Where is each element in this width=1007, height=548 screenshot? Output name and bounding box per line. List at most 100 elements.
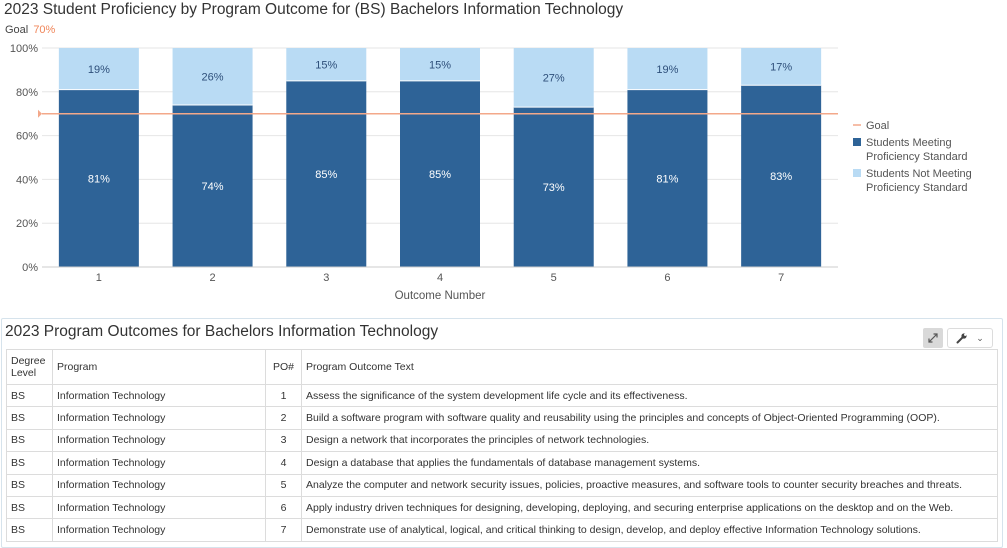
- y-tick-label: 20%: [16, 218, 38, 230]
- wrench-icon: [956, 333, 967, 344]
- cell-outcome-text: Apply industry driven techniques for des…: [301, 495, 998, 520]
- data-label-meeting: 85%: [315, 169, 337, 181]
- outcomes-table-panel: 2023 Program Outcomes for Bachelors Info…: [1, 318, 1003, 548]
- legend-meeting-label: Proficiency Standard: [866, 151, 968, 163]
- bar-not-meeting: [741, 48, 822, 86]
- y-tick-label: 100%: [10, 43, 38, 55]
- bar-meeting: [741, 85, 822, 267]
- legend-meeting-label: Students Meeting: [866, 137, 952, 149]
- goal-caption-value: 70%: [33, 24, 56, 36]
- x-tick-label: 4: [437, 272, 443, 284]
- cell-outcome-text: Design a network that incorporates the p…: [301, 428, 998, 453]
- table-row: BS Information Technology 2 Build a soft…: [6, 406, 998, 430]
- data-label-not-meeting: 15%: [315, 59, 337, 71]
- cell-degree: BS: [6, 495, 53, 520]
- table-row: BS Information Technology 4 Design a dat…: [6, 451, 998, 475]
- col-header-po[interactable]: PO#: [265, 349, 302, 385]
- proficiency-chart: 0% 20% 40% 60% 80% 100% 81% 19% 1 74% 26% 2 85% 15% 3 8…: [10, 43, 972, 302]
- x-tick-label: 2: [210, 272, 216, 284]
- data-label-meeting: 83%: [770, 171, 792, 183]
- col-header-degree-line1: Degree: [11, 355, 46, 367]
- cell-program: Information Technology: [52, 383, 266, 408]
- legend-not-meeting-label: Students Not Meeting: [866, 168, 972, 180]
- bar-meeting: [58, 89, 139, 267]
- cell-po: 3: [265, 428, 302, 453]
- cell-program: Information Technology: [52, 451, 266, 475]
- cell-degree: BS: [6, 518, 53, 542]
- col-header-program[interactable]: Program: [52, 349, 266, 385]
- chevron-down-icon: ⌄: [976, 332, 984, 343]
- cell-po: 4: [265, 451, 302, 475]
- table-header-row: Degree Level Program PO# Program Outcome…: [6, 349, 998, 385]
- x-tick-label: 3: [323, 272, 329, 284]
- bar-meeting: [627, 89, 708, 267]
- data-label-meeting: 85%: [429, 169, 451, 181]
- expand-button[interactable]: [923, 328, 943, 348]
- cell-program: Information Technology: [52, 473, 266, 497]
- cell-program: Information Technology: [52, 406, 266, 430]
- y-tick-label: 80%: [16, 87, 38, 99]
- cell-outcome-text: Assess the significance of the system de…: [301, 383, 998, 408]
- table-row: BS Information Technology 3 Design a net…: [6, 428, 998, 453]
- table-row: BS Information Technology 1 Assess the s…: [6, 383, 998, 408]
- outcomes-table: Degree Level Program PO# Program Outcome…: [6, 349, 998, 542]
- settings-menu-button[interactable]: ⌄: [947, 328, 993, 348]
- cell-degree: BS: [6, 383, 53, 408]
- col-header-outcome-text[interactable]: Program Outcome Text: [301, 349, 998, 385]
- cell-degree: BS: [6, 428, 53, 453]
- cell-outcome-text: Build a software program with software q…: [301, 406, 998, 430]
- col-header-degree-line2: Level: [11, 367, 37, 379]
- cell-po: 6: [265, 495, 302, 520]
- bar-not-meeting: [627, 48, 708, 90]
- x-tick-label: 6: [664, 272, 670, 284]
- goal-caption: Goal 70%: [5, 24, 55, 36]
- goal-marker-icon: [38, 109, 42, 118]
- legend-not-meeting-swatch: [853, 169, 861, 177]
- data-label-not-meeting: 17%: [770, 62, 792, 74]
- expand-arrows-icon: [928, 333, 938, 343]
- cell-degree: BS: [6, 406, 53, 430]
- y-tick-label: 40%: [16, 174, 38, 186]
- legend-not-meeting-label: Proficiency Standard: [866, 182, 968, 194]
- cell-degree: BS: [6, 451, 53, 475]
- data-label-not-meeting: 19%: [88, 64, 110, 76]
- cell-po: 1: [265, 383, 302, 408]
- legend-goal-label: Goal: [866, 120, 889, 132]
- y-tick-label: 0%: [22, 262, 38, 274]
- y-tick-label: 60%: [16, 131, 38, 143]
- data-label-not-meeting: 27%: [543, 73, 565, 85]
- bar-not-meeting: [172, 48, 253, 105]
- table-row: BS Information Technology 5 Analyze the …: [6, 473, 998, 497]
- bar-not-meeting: [58, 48, 139, 90]
- cell-degree: BS: [6, 473, 53, 497]
- cell-program: Information Technology: [52, 428, 266, 453]
- table-row: BS Information Technology 6 Apply indust…: [6, 495, 998, 520]
- data-label-not-meeting: 15%: [429, 59, 451, 71]
- table-row: BS Information Technology 7 Demonstrate …: [6, 518, 998, 542]
- x-tick-label: 5: [551, 272, 557, 284]
- bar-not-meeting: [286, 48, 367, 81]
- bar-meeting: [513, 107, 594, 267]
- chart-title: 2023 Student Proficiency by Program Outc…: [4, 1, 624, 18]
- bar-meeting: [172, 104, 253, 267]
- cell-po: 5: [265, 473, 302, 497]
- x-axis-title: Outcome Number: [395, 290, 486, 302]
- data-label-not-meeting: 26%: [202, 71, 224, 83]
- bar-meeting: [400, 80, 480, 267]
- legend-meeting-swatch: [853, 138, 861, 146]
- data-label-not-meeting: 19%: [656, 64, 678, 76]
- col-header-degree-level[interactable]: Degree Level: [6, 349, 53, 385]
- cell-program: Information Technology: [52, 518, 266, 542]
- data-label-meeting: 81%: [88, 173, 110, 185]
- data-label-meeting: 81%: [656, 173, 678, 185]
- cell-outcome-text: Analyze the computer and network securit…: [301, 473, 998, 497]
- x-tick-label: 1: [96, 272, 102, 284]
- goal-caption-label: Goal: [5, 24, 29, 36]
- cell-outcome-text: Design a database that applies the funda…: [301, 451, 998, 475]
- cell-po: 7: [265, 518, 302, 542]
- table-title: 2023 Program Outcomes for Bachelors Info…: [5, 323, 439, 340]
- bar-not-meeting: [400, 48, 480, 81]
- bar-meeting: [286, 80, 367, 267]
- cell-po: 2: [265, 406, 302, 430]
- cell-outcome-text: Demonstrate use of analytical, logical, …: [301, 518, 998, 542]
